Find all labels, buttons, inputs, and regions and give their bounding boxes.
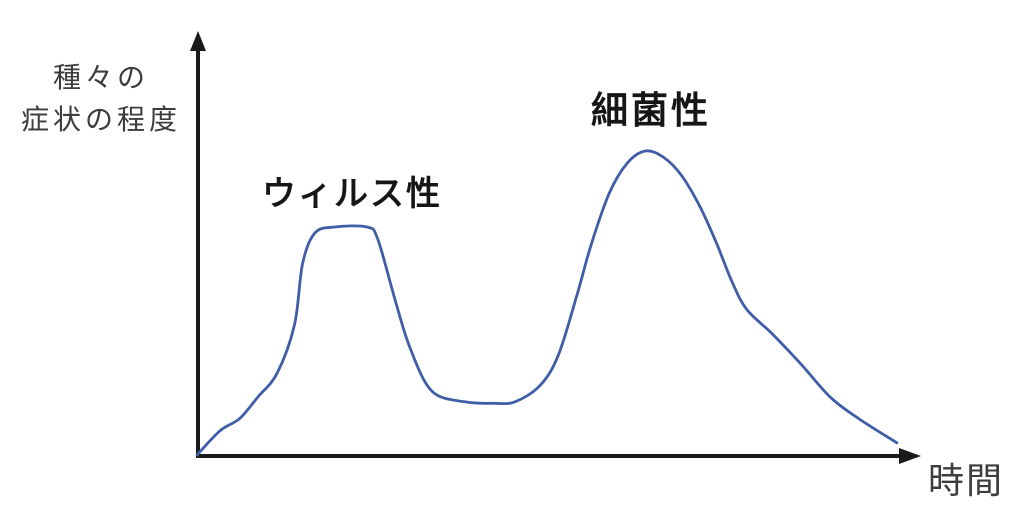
peak-label-bacterial: 細菌性 — [591, 91, 711, 132]
x-axis-arrowhead-icon — [899, 448, 921, 464]
y-axis-label-line2: 症状の程度 — [20, 104, 181, 135]
y-axis-label-line1: 種々の — [52, 62, 149, 93]
y-axis-label: 種々の 症状の程度 — [6, 57, 196, 141]
x-axis-label: 時間 — [928, 460, 1005, 501]
y-axis-arrowhead-icon — [190, 31, 206, 51]
peak-label-viral: ウィルス性 — [262, 176, 442, 213]
severity-curve-line — [195, 149, 899, 457]
